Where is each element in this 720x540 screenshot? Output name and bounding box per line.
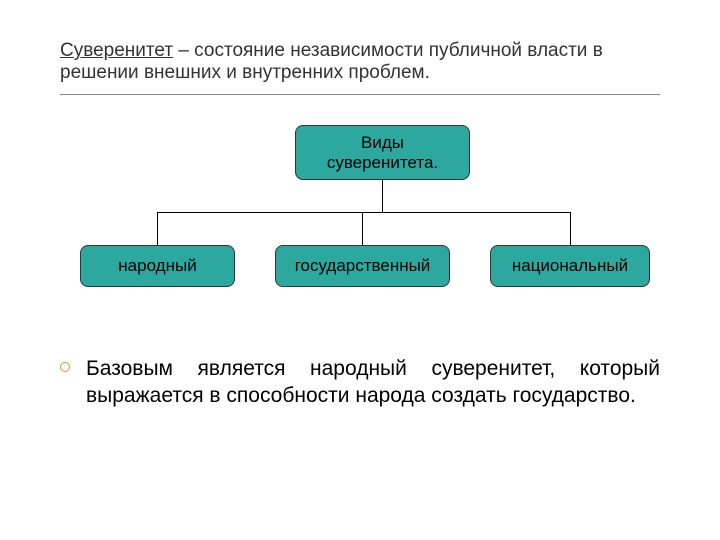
title-block: Суверенитет – состояние независимости пу… [60,40,660,84]
body-paragraph: Базовым является народный суверенитет, к… [60,355,660,410]
child-label-2: национальный [512,256,628,276]
connector-root-vert [382,180,383,212]
connector-child-0 [157,212,158,245]
title-underline [60,94,660,95]
title-term: Суверенитет [60,40,173,61]
child-node-0: народный [80,245,235,287]
body-content: Базовым является народный суверенитет, к… [86,355,660,410]
connector-child-1 [362,212,363,245]
tree-diagram: Виды суверенитета. народный государствен… [60,125,660,325]
root-node: Виды суверенитета. [295,125,470,180]
title-dash: – [173,40,194,61]
connector-child-2 [570,212,571,245]
child-node-1: государственный [275,245,450,287]
connector-horiz [157,212,571,213]
child-label-1: государственный [295,256,431,276]
root-label: Виды суверенитета. [308,133,457,173]
child-label-0: народный [118,256,196,276]
bullet-icon [60,362,70,372]
child-node-2: национальный [490,245,650,287]
